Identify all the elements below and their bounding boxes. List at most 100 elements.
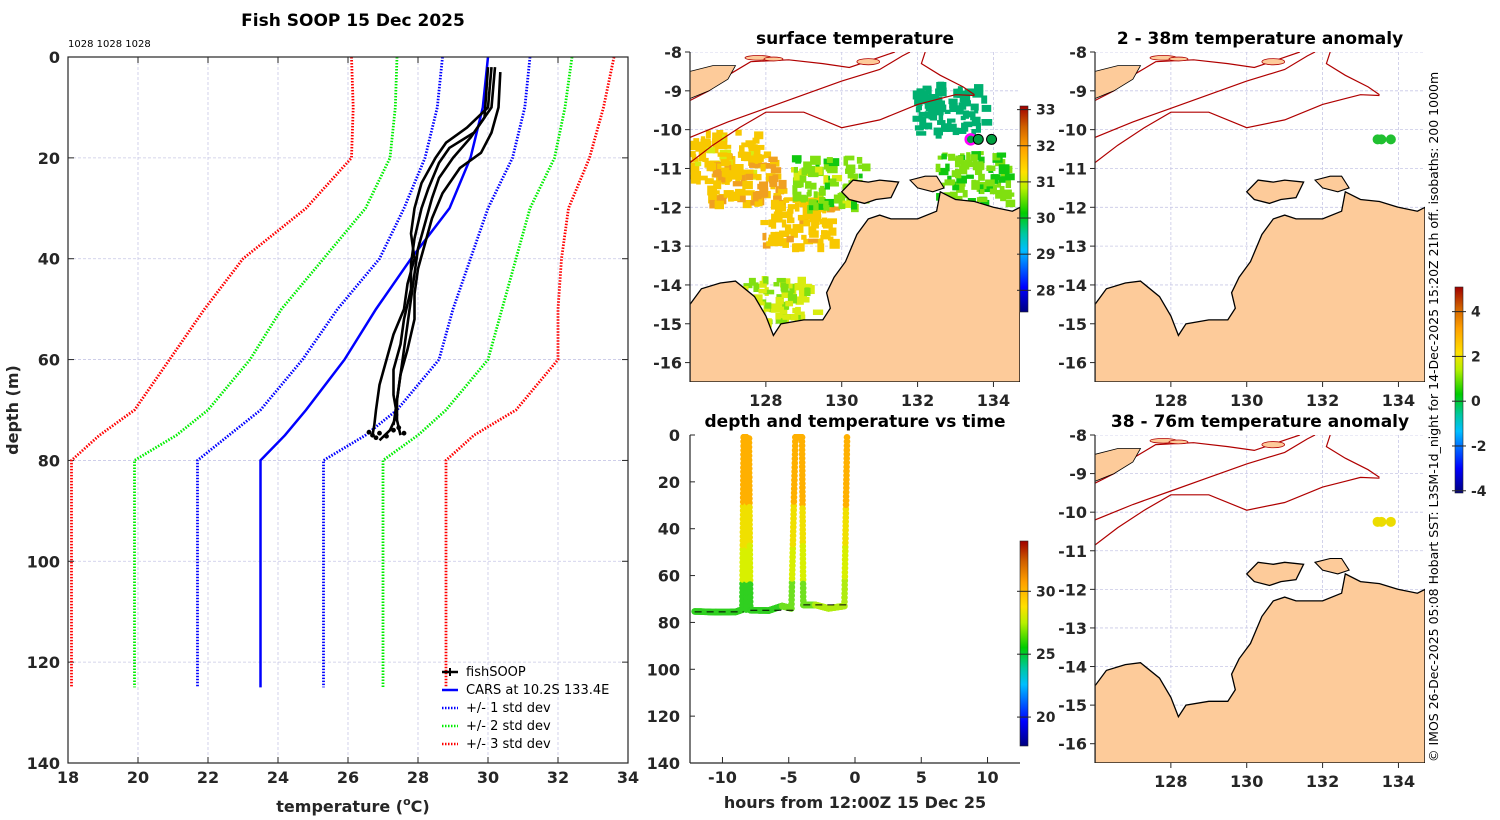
sst-pixel (958, 103, 967, 110)
sst-pixel (960, 90, 971, 98)
isobath-line (920, 52, 975, 96)
sst-pixel (705, 130, 711, 139)
sst-pixel (800, 314, 806, 320)
surface-map-title: surface temperature (756, 29, 954, 49)
y-tick-label: 0 (49, 48, 60, 67)
sst-pixel (777, 188, 788, 194)
land-island (763, 56, 784, 62)
sst-pixel (754, 146, 761, 157)
y-tick-label: 60 (38, 351, 60, 370)
y-tick-label: 20 (38, 149, 60, 168)
sst-pixel (768, 219, 777, 228)
sst-pixel (743, 283, 753, 289)
sst-pixel (693, 141, 705, 148)
x-tick-label: 28 (407, 768, 429, 787)
sst-pixel (743, 151, 751, 162)
land-island (1168, 439, 1189, 445)
sst-pixel (792, 286, 797, 291)
sst-pixel (690, 165, 697, 173)
sst-pixel (737, 170, 745, 176)
sst-pixel (971, 116, 981, 127)
sst-pixel (753, 154, 762, 164)
sst-pixel (787, 204, 799, 210)
sst-pixel (753, 294, 763, 305)
sst-pixel (829, 238, 840, 249)
isobath-line (1325, 52, 1380, 96)
sst-pixel (831, 206, 841, 211)
sst-pixel (919, 116, 927, 126)
sst-pixel (726, 144, 732, 149)
sst-pixel (735, 129, 742, 136)
fishsoop-bottom-point (377, 430, 382, 436)
fishsoop-bottom-point (373, 435, 379, 441)
anomaly-colorbar (1454, 286, 1464, 494)
sst-pixel (731, 166, 742, 171)
sst-pixel (928, 94, 939, 104)
sst-pixel (961, 122, 969, 132)
sst-pixel (826, 157, 833, 163)
sst-pixel (767, 237, 778, 246)
sst-pixel (820, 185, 825, 196)
sst-pixel (823, 200, 829, 208)
sst-pixel (716, 140, 728, 150)
sst-pixel (718, 194, 728, 199)
sst-pixel (861, 163, 871, 172)
sst-pixel (858, 164, 865, 170)
sst-pixel (769, 177, 778, 187)
sst-pixel (809, 285, 815, 295)
sst-pixel (833, 194, 843, 204)
sst-pixel (948, 98, 958, 105)
sst-pixel (960, 99, 968, 107)
sst-pixel (972, 161, 984, 171)
depth-time-y-tick-label: 60 (658, 567, 680, 586)
sst-pixel (996, 182, 1002, 188)
sst-pixel (799, 175, 807, 183)
map-y-tick-label: -10 (1058, 503, 1087, 522)
sst-pixel (819, 196, 826, 202)
sst-pixel (949, 106, 958, 113)
sst-pixel (792, 243, 800, 253)
sst-pixel (803, 162, 809, 167)
sst-pixel (953, 184, 960, 191)
land-tiwi-islands (1245, 179, 1305, 205)
sst-pixel (918, 94, 929, 103)
sst-pixel (925, 86, 932, 95)
sst-pixel (1005, 199, 1016, 208)
fishsoop-cast (371, 66, 493, 436)
credit-text: © IMOS 26-Dec-2025 05:08 Hobart SST: L3S… (1426, 72, 1441, 762)
sst-pixel (773, 195, 782, 200)
sst-pixel (771, 213, 776, 221)
anomaly-point (1385, 516, 1396, 527)
sst-pixel (759, 187, 767, 198)
land-australia (690, 190, 1020, 382)
sst-pixel (960, 96, 971, 103)
sst-pixel (774, 216, 783, 223)
sst-pixel (845, 164, 856, 174)
sst-colorbar-tick-label: 33 (1036, 103, 1055, 119)
sst-pixel (843, 156, 849, 166)
sst-pixel (696, 178, 701, 185)
sst-colorbar (1019, 105, 1029, 313)
fishsoop-bottom-point (384, 433, 389, 439)
sst-pixel (760, 219, 769, 226)
surface-temperature-map: surface temperature 128 130 132 134 -8 -9 -10 -… (653, 29, 1056, 410)
sst-pixel (723, 190, 734, 198)
sst-pixel (942, 123, 950, 132)
sst-pixel (961, 165, 968, 175)
sst-pixel (824, 182, 831, 190)
map-y-tick-label: -16 (1058, 735, 1087, 754)
sst-pixel (719, 155, 728, 160)
depth-time-y-tick-label: 140 (647, 754, 680, 773)
sst-pixel (935, 130, 942, 139)
sst-pixel (742, 180, 753, 190)
sst-pixel (822, 230, 831, 238)
sst-colorbar-tick-label: 32 (1036, 139, 1055, 155)
sst-pixel (812, 309, 824, 316)
sst-pixel (773, 234, 784, 245)
sst-pixel (708, 194, 716, 204)
legend-label: +/- 1 std dev (466, 701, 551, 716)
sst-pixel (947, 175, 952, 181)
sst-pixel (966, 152, 971, 162)
sst-pixel (735, 177, 741, 184)
sst-pixel (702, 138, 711, 146)
